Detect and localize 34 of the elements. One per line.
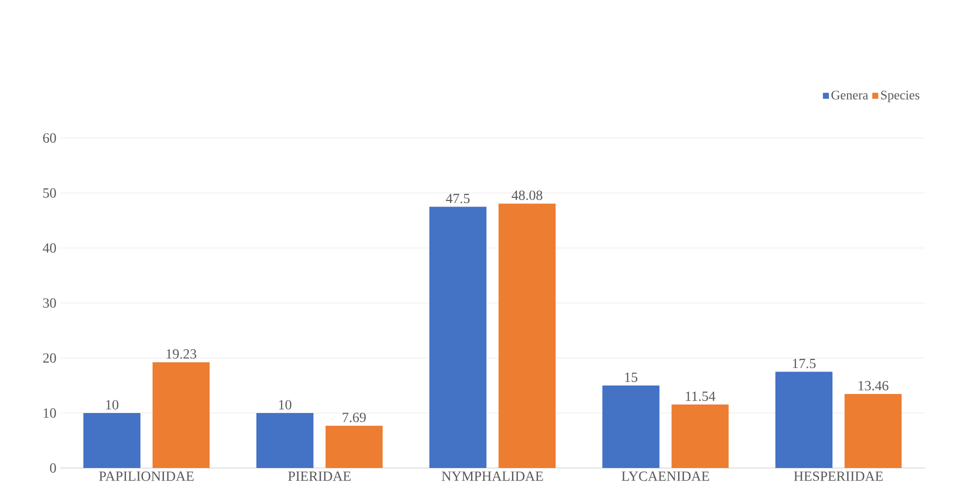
data-label: 11.54 <box>686 392 716 402</box>
bar <box>672 404 729 468</box>
y-tick-label: 20 <box>43 353 56 363</box>
bar <box>152 362 210 468</box>
data-label: 47.5 <box>446 194 470 204</box>
bar <box>256 413 314 468</box>
y-tick-label: 60 <box>43 133 56 143</box>
bar <box>83 413 140 468</box>
data-label: 13.46 <box>858 381 888 390</box>
bar <box>326 426 383 468</box>
bar <box>844 394 902 468</box>
data-label: 10 <box>106 400 118 410</box>
legend-label: Genera <box>831 90 868 100</box>
x-tick-label: PAPILIONIDAE <box>99 472 194 481</box>
bar <box>602 386 660 468</box>
x-tick-label: LYCAENIDAE <box>622 472 710 481</box>
data-label: 10 <box>279 400 292 410</box>
legend-label: Species <box>881 90 920 102</box>
bar <box>498 204 556 468</box>
bar <box>429 206 486 468</box>
bar <box>775 372 832 468</box>
data-label: 48.08 <box>512 190 542 200</box>
y-tick-label: 0 <box>50 463 56 473</box>
data-label: 15 <box>625 372 638 382</box>
data-label: 7.69 <box>342 412 366 422</box>
data-label: 19.23 <box>166 349 196 359</box>
y-tick-label: 50 <box>43 188 56 198</box>
x-tick-label: PIERIDAE <box>288 472 351 481</box>
y-tick-label: 30 <box>43 298 56 308</box>
y-tick-label: 10 <box>44 408 56 418</box>
x-tick-label: NYMPHALIDAE <box>442 472 543 481</box>
data-label: 17.5 <box>792 358 816 368</box>
x-tick-label: HESPERIIDAE <box>794 472 883 481</box>
y-tick-label: 40 <box>42 243 56 253</box>
